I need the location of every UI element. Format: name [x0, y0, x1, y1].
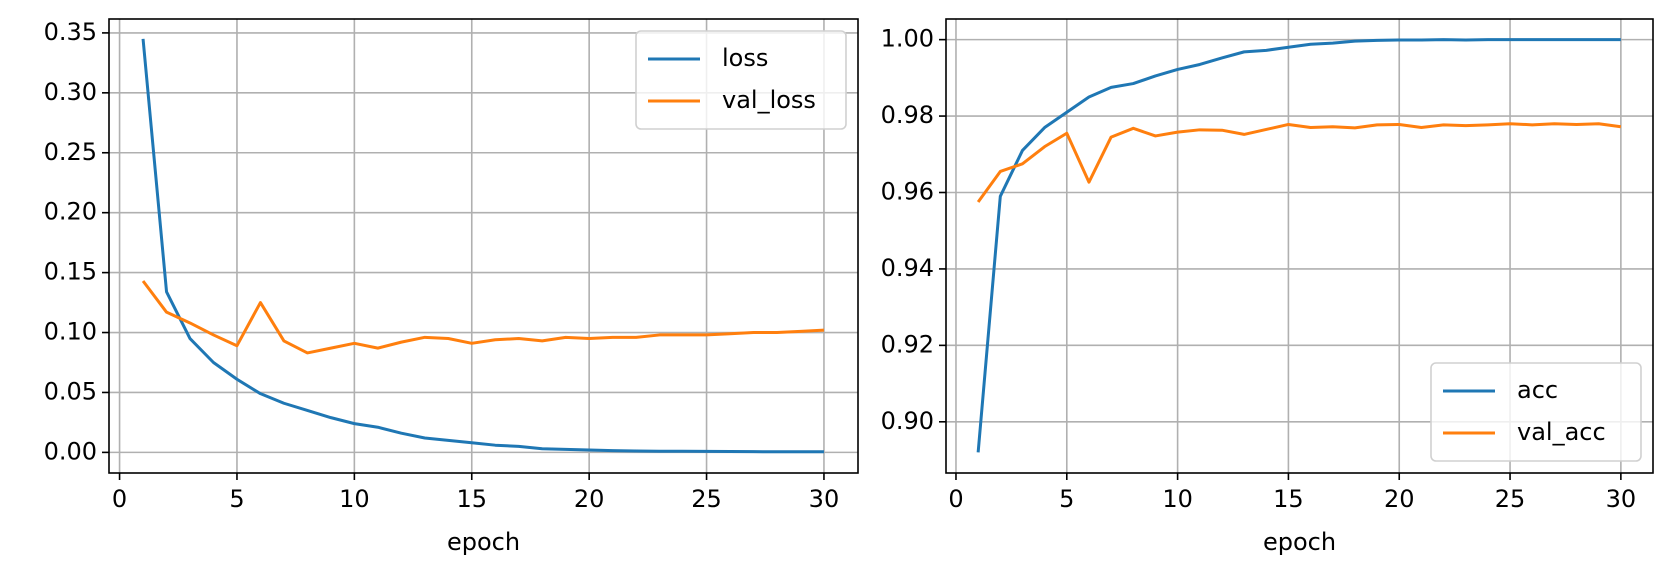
- legend-label: val_loss: [722, 86, 816, 114]
- y-tick-label: 0.90: [881, 407, 934, 435]
- x-tick-label: 10: [339, 485, 370, 513]
- data-line: [976, 122, 1622, 203]
- y-tick-label: 1.00: [881, 25, 934, 53]
- x-tick-label: 25: [1495, 485, 1526, 513]
- x-tick-label: 30: [1606, 485, 1637, 513]
- legend-label: loss: [722, 44, 768, 72]
- data-line: [976, 38, 1621, 453]
- axes-frame: [945, 18, 1654, 474]
- x-tick-label: 15: [456, 485, 487, 513]
- y-tick-label: 0.25: [44, 138, 97, 166]
- x-tick-label: 5: [1059, 485, 1074, 513]
- legend-label: acc: [1517, 376, 1558, 404]
- y-tick-label: 0.20: [44, 198, 97, 226]
- x-tick-label: 30: [809, 485, 840, 513]
- x-tick-label: 20: [1384, 485, 1415, 513]
- y-tick-label: 0.92: [881, 330, 934, 358]
- axes-frame: [108, 18, 859, 474]
- x-tick-label: 0: [112, 485, 127, 513]
- y-tick-label: 0.30: [44, 78, 97, 106]
- x-axis-label: epoch: [1263, 528, 1336, 556]
- y-tick-label: 0.98: [881, 101, 934, 129]
- data-line: [141, 280, 825, 355]
- y-tick-label: 0.94: [881, 254, 934, 282]
- legend-label: val_acc: [1517, 418, 1606, 446]
- data-line: [141, 38, 824, 454]
- legend-box: [635, 30, 847, 130]
- y-tick-label: 0.00: [44, 437, 97, 465]
- x-tick-label: 10: [1162, 485, 1193, 513]
- y-tick-label: 0.05: [44, 377, 97, 405]
- x-tick-label: 25: [691, 485, 722, 513]
- x-tick-label: 0: [948, 485, 963, 513]
- legend-box: [1430, 362, 1642, 462]
- y-tick-label: 0.15: [44, 258, 97, 286]
- x-tick-label: 15: [1273, 485, 1304, 513]
- y-tick-label: 0.10: [44, 318, 97, 346]
- x-tick-label: 5: [229, 485, 244, 513]
- y-tick-label: 0.35: [44, 18, 97, 46]
- x-tick-label: 20: [574, 485, 605, 513]
- y-tick-label: 0.96: [881, 177, 934, 205]
- x-axis-label: epoch: [447, 528, 520, 556]
